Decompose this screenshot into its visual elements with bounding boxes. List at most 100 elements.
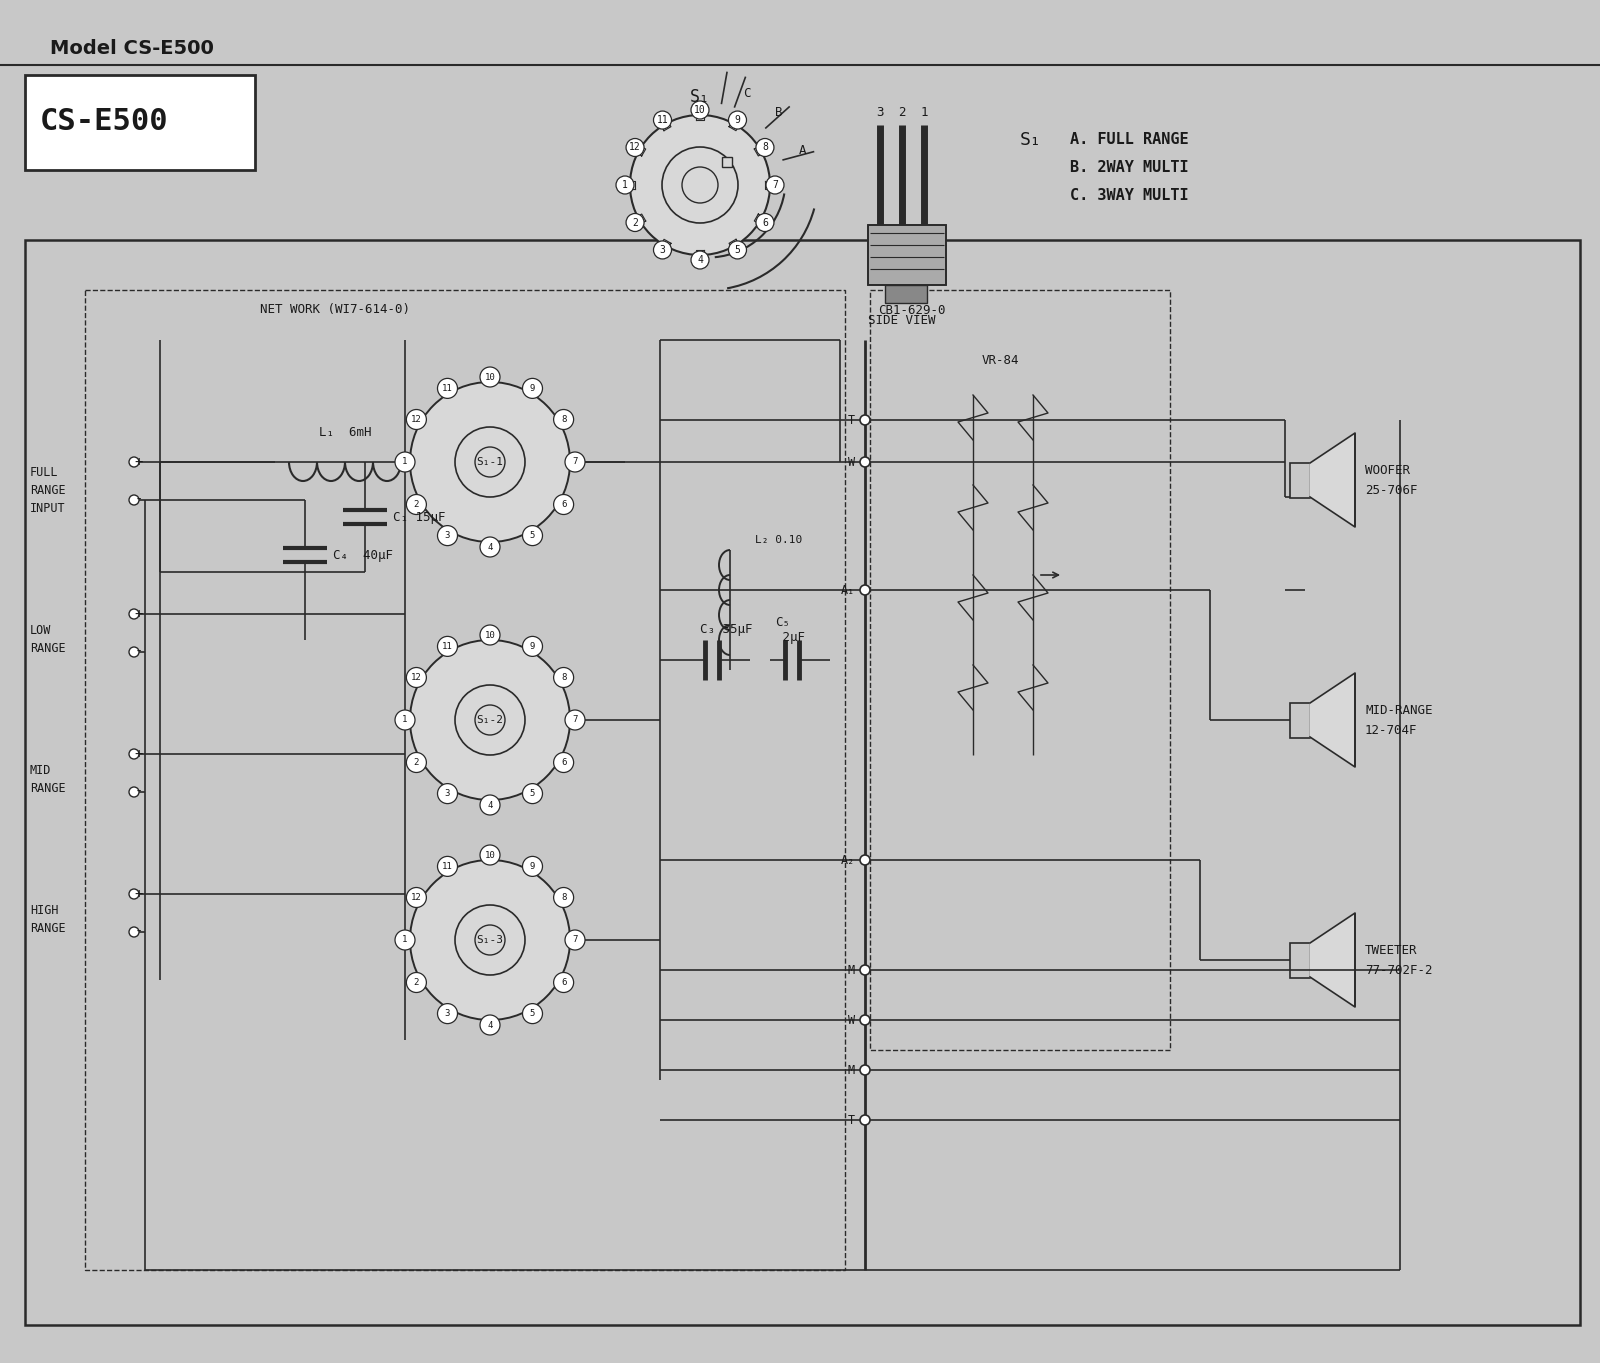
Text: LOW
RANGE: LOW RANGE	[30, 624, 66, 656]
Text: 12: 12	[629, 143, 642, 153]
Text: Model CS-E500: Model CS-E500	[50, 38, 214, 57]
Bar	[1290, 463, 1310, 497]
Circle shape	[728, 110, 747, 129]
Circle shape	[755, 214, 774, 232]
Text: -: -	[134, 493, 142, 507]
Text: M: M	[848, 1063, 854, 1077]
Circle shape	[630, 114, 770, 255]
Bar	[85, 290, 845, 1270]
Text: T: T	[848, 1114, 854, 1126]
Text: 1: 1	[402, 458, 408, 466]
Circle shape	[475, 705, 506, 735]
Circle shape	[728, 241, 747, 259]
Text: TWEETER: TWEETER	[1365, 943, 1418, 957]
Text: 10: 10	[694, 105, 706, 114]
Circle shape	[554, 668, 574, 687]
Text: 4: 4	[488, 800, 493, 810]
Text: 11: 11	[442, 384, 453, 393]
Bar	[885, 285, 926, 303]
Bar	[26, 75, 254, 170]
Circle shape	[691, 101, 709, 119]
Circle shape	[480, 626, 499, 645]
Circle shape	[523, 856, 542, 876]
Text: C₁ 15μF: C₁ 15μF	[394, 511, 445, 523]
Circle shape	[480, 845, 499, 866]
Circle shape	[565, 453, 586, 472]
Text: 12-704F: 12-704F	[1365, 724, 1418, 736]
Polygon shape	[659, 119, 670, 131]
Text: S₁: S₁	[690, 89, 710, 106]
Circle shape	[437, 526, 458, 545]
Circle shape	[395, 710, 414, 731]
Circle shape	[406, 972, 426, 992]
Circle shape	[437, 1003, 458, 1024]
Text: 7: 7	[573, 935, 578, 945]
Circle shape	[616, 176, 634, 194]
Text: SIDE VIEW: SIDE VIEW	[869, 313, 936, 327]
Text: MID
RANGE: MID RANGE	[30, 765, 66, 796]
Polygon shape	[754, 144, 766, 155]
Text: 12: 12	[411, 893, 422, 902]
Polygon shape	[730, 240, 741, 252]
Text: S₁: S₁	[1021, 131, 1042, 149]
Circle shape	[861, 457, 870, 468]
Text: A: A	[798, 144, 806, 157]
Text: 2: 2	[632, 218, 638, 228]
Text: 11: 11	[442, 861, 453, 871]
Circle shape	[554, 752, 574, 773]
Circle shape	[554, 409, 574, 429]
Text: W: W	[848, 455, 854, 469]
Circle shape	[130, 889, 139, 900]
Text: 6: 6	[762, 218, 768, 228]
Circle shape	[523, 526, 542, 545]
Text: W: W	[848, 1014, 854, 1026]
Text: C₅
 2μF: C₅ 2μF	[774, 616, 805, 643]
Text: +: +	[134, 887, 142, 901]
Text: T: T	[848, 413, 854, 427]
Text: 5: 5	[734, 245, 741, 255]
Text: 1: 1	[622, 180, 627, 189]
Polygon shape	[1310, 673, 1355, 767]
Circle shape	[437, 784, 458, 804]
Circle shape	[653, 110, 672, 129]
Text: A₁: A₁	[840, 583, 854, 597]
Polygon shape	[1310, 433, 1355, 527]
Text: 5: 5	[530, 532, 534, 540]
Text: A₂: A₂	[840, 853, 854, 867]
Circle shape	[523, 379, 542, 398]
Circle shape	[130, 927, 139, 936]
Text: 6: 6	[562, 758, 566, 767]
Text: M: M	[848, 964, 854, 976]
Text: C₄  40μF: C₄ 40μF	[333, 548, 394, 562]
Circle shape	[406, 495, 426, 514]
Text: 3: 3	[445, 789, 450, 799]
Text: MID-RANGE: MID-RANGE	[1365, 703, 1432, 717]
Text: CS-E500: CS-E500	[40, 108, 168, 136]
Circle shape	[395, 930, 414, 950]
Text: 8: 8	[562, 673, 566, 682]
Polygon shape	[696, 249, 704, 260]
Text: 5: 5	[530, 1009, 534, 1018]
Text: +: +	[134, 747, 142, 761]
Text: 4: 4	[698, 255, 702, 264]
Circle shape	[565, 710, 586, 731]
Text: 2: 2	[414, 500, 419, 508]
Circle shape	[861, 855, 870, 866]
Text: FULL
RANGE
INPUT: FULL RANGE INPUT	[30, 466, 66, 514]
Circle shape	[755, 139, 774, 157]
Text: -: -	[134, 785, 142, 799]
Circle shape	[437, 637, 458, 657]
Circle shape	[861, 1115, 870, 1124]
Text: 77-702F-2: 77-702F-2	[1365, 964, 1432, 976]
Bar	[1290, 943, 1310, 979]
Text: 9: 9	[530, 861, 534, 871]
Circle shape	[454, 427, 525, 497]
Circle shape	[130, 647, 139, 657]
Text: 6: 6	[562, 979, 566, 987]
Text: 4: 4	[488, 542, 493, 552]
Text: 8: 8	[562, 893, 566, 902]
Text: 10: 10	[485, 631, 496, 639]
Text: S₁-1: S₁-1	[477, 457, 504, 468]
Text: +: +	[134, 455, 142, 469]
Text: 1: 1	[402, 935, 408, 945]
